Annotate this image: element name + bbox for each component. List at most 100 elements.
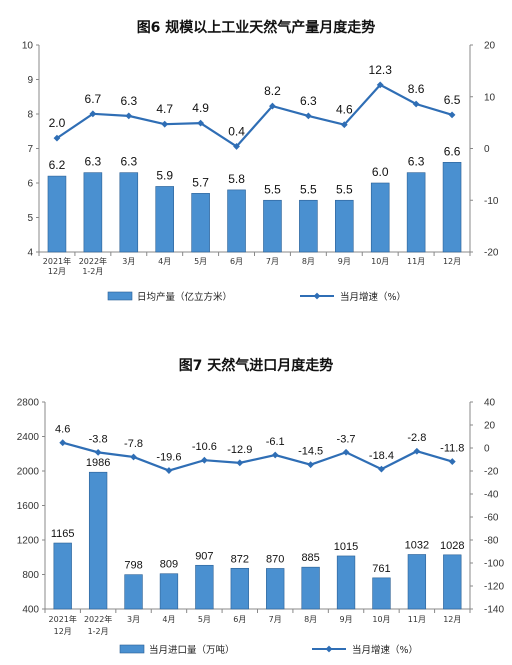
line-value-label: -2.8 (407, 432, 426, 444)
line-point (200, 456, 208, 464)
x-tick-label: 9月 (339, 615, 352, 624)
bar (47, 175, 67, 253)
x-tick-label: 4月 (158, 257, 171, 266)
line-value-label: 12.3 (369, 63, 393, 77)
y-right-tick-label: -10 (484, 196, 499, 207)
legend: 日均产量（亿立方米） 当月增速（%） (107, 291, 406, 303)
legend-line-label: 当月增速（%） (352, 644, 418, 656)
line-point (376, 81, 384, 89)
bar (230, 567, 249, 610)
line-value-label: -10.6 (192, 441, 217, 453)
line-point (161, 120, 169, 128)
line-point (448, 111, 456, 119)
x-tick-label: 7月 (269, 615, 282, 624)
x-tick-label: 9月 (338, 257, 351, 266)
legend-line-label: 当月增速（%） (340, 291, 406, 303)
line-point (304, 112, 312, 120)
x-tick-label: 3月 (127, 615, 140, 624)
line-point (413, 447, 421, 455)
bar (266, 568, 285, 610)
chart-gas-import: 图7 天然气进口月度走势40080012001600200024002800-1… (17, 357, 505, 656)
y-left-tick-label: 9 (27, 75, 33, 86)
bar (195, 564, 214, 610)
line-point (53, 134, 61, 142)
x-tick-label: 10月 (371, 257, 389, 266)
line-value-label: -6.1 (266, 436, 285, 448)
chart-title: 图7 天然气进口月度走势 (179, 357, 334, 374)
line-value-label: 6.5 (444, 93, 461, 107)
bar-value-label: 872 (231, 553, 249, 565)
line-value-label: 4.6 (55, 424, 70, 436)
bar-value-label: 6.0 (372, 165, 389, 179)
bar (299, 199, 318, 253)
legend-line-marker (313, 292, 321, 300)
bar-value-label: 5.5 (264, 182, 281, 196)
x-tick-label: 8月 (302, 257, 315, 266)
line-point (125, 112, 133, 120)
x-tick-label: 11月 (407, 257, 425, 266)
line-value-label: -3.7 (337, 433, 356, 445)
bar-value-label: 6.3 (120, 155, 137, 169)
y-left-tick-label: 6 (27, 179, 33, 190)
line-value-label: -3.8 (89, 433, 108, 445)
line-point (130, 453, 137, 461)
y-left-tick-label: 7 (27, 144, 33, 155)
bar-value-label: 870 (266, 553, 284, 565)
x-tick-label: 6月 (233, 615, 246, 624)
line-value-label: 8.6 (408, 82, 425, 96)
x-tick-label: 4月 (162, 615, 175, 624)
legend-bar-swatch (107, 291, 133, 301)
x-tick-label: 12月 (443, 257, 461, 266)
y-left-tick-label: 10 (22, 41, 34, 52)
legend-bar-label: 当月进口量（万吨） (149, 644, 235, 656)
bar-value-label: 6.3 (85, 155, 102, 169)
line-point (94, 448, 102, 456)
line-value-label: -18.4 (369, 450, 394, 462)
x-tick-label: 8月 (304, 615, 317, 624)
bar-value-label: 1028 (440, 540, 464, 552)
y-left-tick-label: 2000 (17, 467, 40, 478)
bar (227, 189, 246, 253)
line-point (236, 459, 244, 467)
bar-value-label: 5.5 (300, 182, 317, 196)
x-tick-label: 5月 (198, 615, 211, 624)
y-right-tick-label: 20 (484, 41, 496, 52)
line-point (165, 467, 173, 474)
bar-value-label: 1015 (334, 541, 358, 553)
bar-value-label: 885 (301, 552, 319, 564)
line-value-label: 4.7 (156, 102, 173, 116)
bar-value-label: 6.2 (49, 158, 66, 172)
bar (370, 182, 390, 253)
line-value-label: 2.0 (49, 116, 66, 130)
x-tick-label: 10月 (372, 615, 390, 624)
bar (83, 172, 103, 253)
bar (155, 186, 174, 253)
bar-value-label: 798 (124, 560, 142, 572)
bar (407, 554, 427, 610)
y-right-tick-label: -80 (484, 536, 499, 547)
bar-value-label: 1986 (86, 457, 110, 469)
bar (263, 199, 282, 253)
x-tick-label: 12月 (54, 627, 72, 636)
legend-bar-label: 日均产量（亿立方米） (137, 291, 232, 303)
y-left-tick-label: 1600 (17, 501, 40, 512)
line-value-label: 6.3 (300, 94, 317, 108)
y-right-tick-label: 40 (484, 398, 496, 409)
growth-line (56, 83, 453, 148)
y-left-tick-label: 400 (22, 605, 39, 616)
y-right-tick-label: -20 (484, 467, 499, 478)
y-left-tick-label: 1200 (17, 536, 40, 547)
y-right-tick-label: -60 (484, 513, 499, 524)
y-right-tick-label: 20 (484, 421, 496, 432)
line-point (342, 448, 350, 456)
line-value-label: 6.7 (85, 92, 102, 106)
line-point (378, 465, 385, 473)
bar-value-label: 907 (195, 550, 213, 562)
line-value-label: 6.3 (120, 94, 137, 108)
bar (124, 574, 143, 610)
x-tick-label: 5月 (194, 257, 207, 266)
line-point (59, 439, 67, 447)
x-tick-label: 2022年 (84, 614, 112, 624)
line-point (89, 110, 97, 118)
bar-value-label: 5.9 (156, 168, 173, 182)
